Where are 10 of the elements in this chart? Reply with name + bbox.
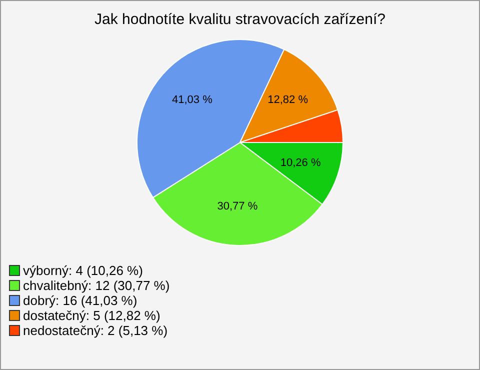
legend-label: dobrý: 16 (41,03 %) [23, 293, 138, 308]
legend-label: chvalitebný: 12 (30,77 %) [23, 278, 170, 293]
legend-label: nedostatečný: 2 (5,13 %) [23, 323, 168, 338]
chart-title: Jak hodnotíte kvalitu stravovacích zařízení? [94, 11, 386, 28]
data-label: 41,03 % [172, 94, 213, 106]
data-label: 12,82 % [268, 94, 308, 106]
data-label: 10,26 % [280, 156, 321, 169]
data-label: 30,77 % [217, 200, 258, 212]
legend-label: výborný: 4 (10,26 %) [23, 263, 143, 278]
legend-label: dostatečný: 5 (12,82 %) [23, 308, 160, 323]
